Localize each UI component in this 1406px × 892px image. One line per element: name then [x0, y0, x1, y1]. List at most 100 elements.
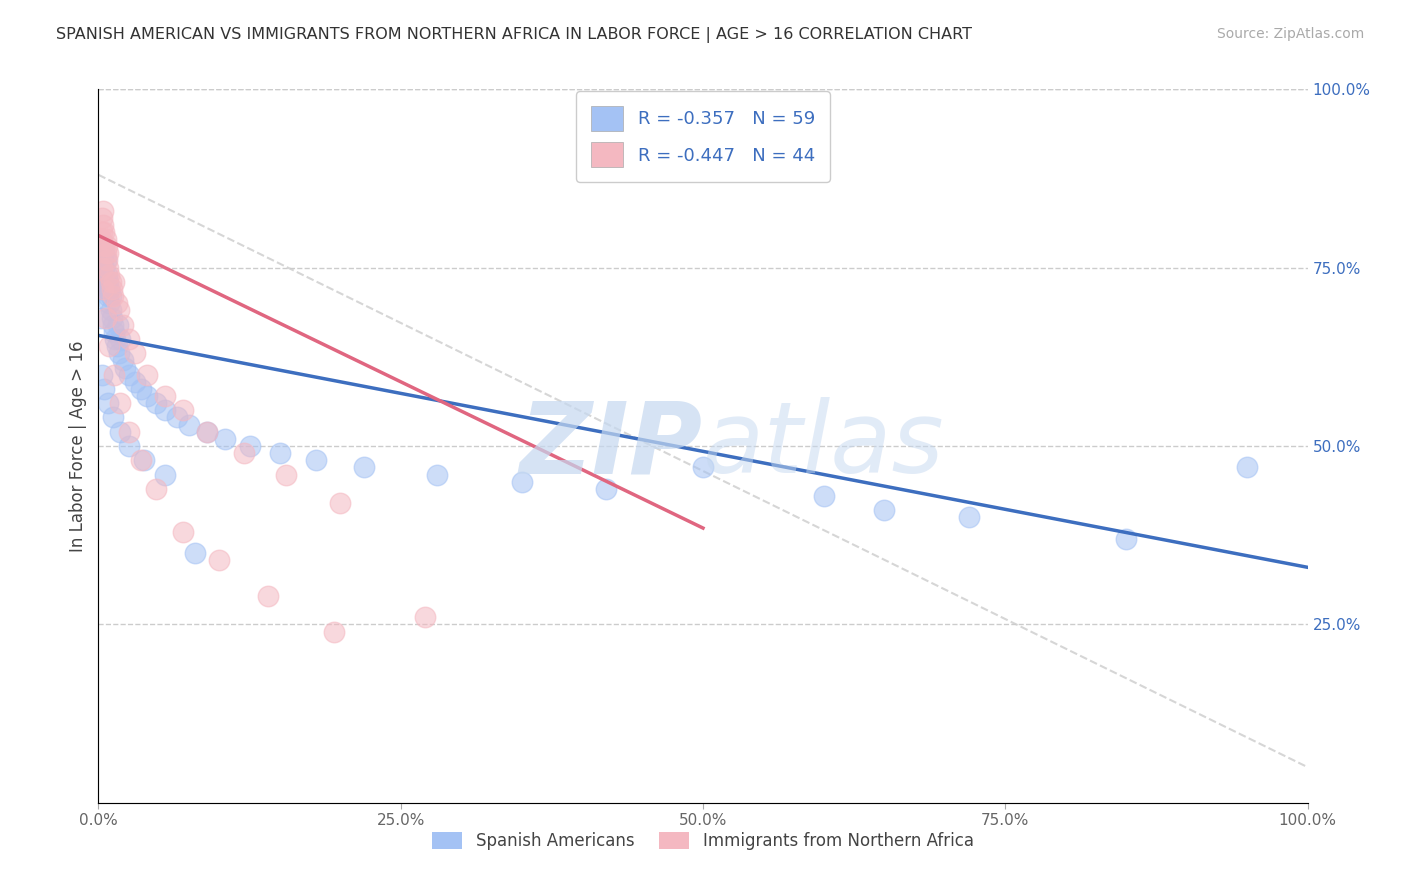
- Point: [91, 218, 114, 232]
- Point: [323, 624, 346, 639]
- Point: [94, 310, 117, 325]
- Point: [214, 432, 236, 446]
- Point: [98, 296, 121, 310]
- Point: [129, 453, 152, 467]
- Point: [145, 482, 167, 496]
- Point: [100, 282, 122, 296]
- Point: [1115, 532, 1137, 546]
- Point: [96, 253, 118, 268]
- Point: [179, 417, 201, 432]
- Point: [100, 310, 122, 325]
- Point: [108, 303, 131, 318]
- Point: [91, 260, 114, 275]
- Point: [91, 268, 114, 282]
- Legend: Spanish Americans, Immigrants from Northern Africa: Spanish Americans, Immigrants from North…: [425, 824, 981, 859]
- Point: [873, 503, 896, 517]
- Point: [111, 318, 134, 332]
- Point: [166, 410, 188, 425]
- Point: [124, 375, 146, 389]
- Point: [118, 439, 141, 453]
- Point: [957, 510, 980, 524]
- Point: [93, 260, 115, 275]
- Point: [98, 282, 121, 296]
- Point: [208, 553, 231, 567]
- Point: [153, 403, 176, 417]
- Point: [97, 396, 120, 410]
- Point: [329, 496, 352, 510]
- Point: [103, 368, 125, 382]
- Point: [153, 467, 176, 482]
- Point: [172, 403, 194, 417]
- Point: [108, 332, 131, 346]
- Point: [101, 410, 124, 425]
- Point: [100, 303, 122, 318]
- Point: [91, 203, 114, 218]
- Point: [96, 239, 118, 253]
- Point: [104, 332, 127, 346]
- Point: [97, 260, 120, 275]
- Point: [98, 268, 121, 282]
- Point: [103, 325, 125, 339]
- Point: [813, 489, 835, 503]
- Y-axis label: In Labor Force | Age > 16: In Labor Force | Age > 16: [69, 340, 87, 552]
- Point: [94, 253, 117, 268]
- Point: [232, 446, 254, 460]
- Point: [118, 368, 141, 382]
- Point: [108, 396, 131, 410]
- Point: [510, 475, 533, 489]
- Point: [595, 482, 617, 496]
- Point: [96, 282, 118, 296]
- Point: [1236, 460, 1258, 475]
- Point: [145, 396, 167, 410]
- Point: [90, 310, 112, 325]
- Point: [94, 246, 117, 260]
- Point: [105, 296, 128, 310]
- Point: [101, 318, 124, 332]
- Point: [353, 460, 375, 475]
- Point: [91, 282, 114, 296]
- Point: [135, 368, 157, 382]
- Point: [172, 524, 194, 539]
- Point: [101, 289, 124, 303]
- Point: [413, 610, 436, 624]
- Point: [108, 425, 131, 439]
- Point: [105, 339, 128, 353]
- Point: [269, 446, 291, 460]
- Point: [134, 453, 156, 467]
- Point: [426, 467, 449, 482]
- Point: [91, 225, 114, 239]
- Point: [184, 546, 207, 560]
- Point: [94, 232, 117, 246]
- Point: [93, 382, 115, 396]
- Point: [274, 467, 297, 482]
- Point: [305, 453, 328, 467]
- Point: [256, 589, 278, 603]
- Point: [100, 289, 122, 303]
- Point: [93, 246, 115, 260]
- Point: [91, 239, 114, 253]
- Text: atlas: atlas: [703, 398, 945, 494]
- Point: [91, 368, 114, 382]
- Point: [111, 353, 134, 368]
- Point: [108, 346, 131, 360]
- Point: [100, 275, 122, 289]
- Point: [93, 239, 115, 253]
- Point: [195, 425, 218, 439]
- Point: [153, 389, 176, 403]
- Text: SPANISH AMERICAN VS IMMIGRANTS FROM NORTHERN AFRICA IN LABOR FORCE | AGE > 16 CO: SPANISH AMERICAN VS IMMIGRANTS FROM NORT…: [56, 27, 972, 43]
- Point: [91, 282, 114, 296]
- Point: [96, 268, 118, 282]
- Point: [239, 439, 262, 453]
- Point: [118, 425, 141, 439]
- Point: [91, 253, 114, 268]
- Point: [103, 275, 125, 289]
- Point: [129, 382, 152, 396]
- Text: Source: ZipAtlas.com: Source: ZipAtlas.com: [1216, 27, 1364, 41]
- Point: [94, 275, 117, 289]
- Point: [107, 318, 129, 332]
- Point: [692, 460, 714, 475]
- Point: [98, 339, 121, 353]
- Point: [97, 246, 120, 260]
- Point: [114, 360, 136, 375]
- Point: [97, 289, 120, 303]
